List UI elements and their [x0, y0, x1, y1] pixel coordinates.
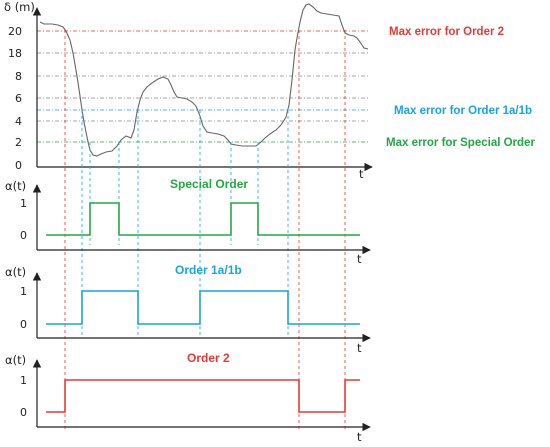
depth-tick-labels: 20 18 8 6 4 2 0: [8, 25, 22, 172]
order-2-panel: Order 2 α(t) 1 0 t: [5, 351, 371, 444]
order-2-tick-0: 0: [20, 406, 27, 419]
special-order-title: Special Order: [170, 177, 248, 191]
depth-error-curve: [39, 3, 369, 157]
tick-0: 0: [15, 159, 22, 172]
tick-8: 8: [15, 70, 22, 83]
annotation-special: Max error for Special Order: [386, 137, 535, 149]
tick-2: 2: [15, 136, 22, 149]
special-order-ylabel: α(t): [5, 179, 26, 193]
order-2-signal: [46, 379, 360, 413]
depth-error-panel: δ (m) t 20 18 8 6 4 2 0 Max error for Or…: [4, 0, 535, 181]
special-order-tick-0: 0: [20, 229, 27, 242]
depth-xlabel: t: [359, 167, 364, 181]
order-1ab-xlabel: t: [357, 341, 362, 355]
transition-lines: [64, 30, 346, 430]
order-1ab-panel: Order 1a/1b α(t) 1 0 t: [5, 263, 371, 355]
tick-6: 6: [15, 92, 22, 105]
special-order-xlabel: t: [357, 252, 362, 266]
tick-20: 20: [8, 25, 22, 38]
special-order-signal: [46, 202, 360, 236]
order-1ab-ylabel: α(t): [5, 265, 26, 279]
order-2-tick-1: 1: [20, 374, 27, 387]
tick-4: 4: [15, 115, 22, 128]
order-2-xlabel: t: [357, 430, 362, 444]
depth-ylabel: δ (m): [4, 0, 35, 14]
annotation-order1ab: Max error for Order 1a/1b: [394, 105, 532, 117]
order-1ab-tick-0: 0: [20, 318, 27, 331]
order-1ab-signal: [46, 290, 360, 325]
special-order-panel: Special Order α(t) 1 0 t: [5, 177, 371, 266]
order-2-ylabel: α(t): [5, 353, 26, 367]
depth-grid: [37, 30, 370, 143]
special-order-tick-1: 1: [20, 197, 27, 210]
annotation-order2: Max error for Order 2: [389, 26, 504, 38]
order-2-title: Order 2: [187, 351, 230, 365]
order-1ab-tick-1: 1: [20, 285, 27, 298]
tick-18: 18: [8, 47, 22, 60]
order-1ab-title: Order 1a/1b: [175, 263, 242, 277]
